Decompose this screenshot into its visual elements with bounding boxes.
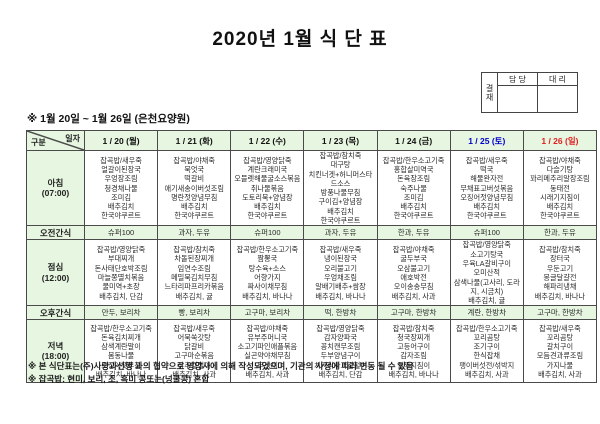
pm-snack-menu-cell: 만두, 보리차 xyxy=(83,305,159,321)
approval-col-damdang: 담 당 xyxy=(497,72,538,86)
corner-label-date: 일자 xyxy=(65,134,80,143)
footnote-1: ※ 본 식단표는(주)사랑과선행 과의 협약으로 영양사에 의해 작성되었으며,… xyxy=(28,361,414,371)
header-row: 일자 구분 1 / 20 (월) 1 / 21 (화) 1 / 22 (수) 1 / 23… xyxy=(26,130,598,151)
approval-sign-cell xyxy=(497,85,538,113)
day-header: 1 / 20 (월) xyxy=(83,130,159,151)
row-label-breakfast: 아침 (07:00) xyxy=(26,149,85,227)
page-title: 2020년 1월 식 단 표 xyxy=(212,29,388,50)
pm-snack-menu-cell: 빵, 보리차 xyxy=(157,305,232,321)
pm-snack-menu-cell: 계란, 한방차 xyxy=(449,305,524,321)
pm-snack-menu-cell: 떡, 한방차 xyxy=(303,305,378,321)
breakfast-menu-cell: 잡곡밥/영양닭죽 계란크래미국 오믈렛해물굴소스볶음 취나물볶음 도토리묵+양념장 배추김… xyxy=(230,149,305,227)
lunch-menu-cell: 잡곡밥/새우죽 냉이된장국 오리불고기 우엉채조림 알배기배추+쌈장 배추김치, 바나나 xyxy=(303,239,378,307)
lunch-menu-cell: 잡곡밥/한우소고기죽 짬뽕국 탕수육+소스 어향가지 짜사이채무침 배추김치, 바나나 xyxy=(230,239,305,307)
footnote-2: ※ 잡곡밥: 현미, 보리, 조, 흑미 콩또는(넝쿨콩) 혼합 xyxy=(28,373,210,384)
lunch-menu-cell: 잡곡밥/영양닭죽 소고기탕국 우육LA갈비구이 오미산적 삼색나물(고사리, 도라지, … xyxy=(449,239,524,307)
dinner-menu-cell: 잡곡밥/야채죽 유부주머니국 소고기파인애플볶음 실곤약야채무침 무생채 배추김치, 사과 xyxy=(230,319,305,384)
footnotes: ※ 본 식단표는(주)사랑과선행 과의 협약으로 영양사에 의해 작성되었으며,… xyxy=(28,360,414,385)
corner-label-category: 구분 xyxy=(31,138,46,147)
day-header: 1 / 23 (목) xyxy=(303,130,378,151)
am-snack-menu-cell: 슈퍼100 xyxy=(83,225,159,241)
pm-snack-menu-cell: 고구마, 한방차 xyxy=(522,305,598,321)
breakfast-menu-cell: 잡곡밥/야채죽 북엇국 떡갈비 애기새송이버섯조림 명란젓양념무침 배추김치 한국야쿠르트 xyxy=(157,149,232,227)
corner-cell: 일자 구분 xyxy=(26,130,85,151)
row-am-snack: 오전간식 슈퍼100 과자, 두유 슈퍼100 과자, 두유 한과, 두유 슈퍼100 한과,… xyxy=(26,225,598,241)
day-header: 1 / 24 (금) xyxy=(376,130,451,151)
lunch-menu-cell: 잡곡밥/야채죽 굴두부국 오삼불고기 애호박전 오이송송무침 배추김치, 사과 xyxy=(376,239,451,307)
dinner-menu-cell: 잡곡밥/영양닭죽 감자양파국 꽁치캔무조림 두부양념구이 치커리사과겉절이 배추김치, 단… xyxy=(303,319,378,384)
row-label-am-snack: 오전간식 xyxy=(26,225,85,241)
menu-table: 일자 구분 1 / 20 (월) 1 / 21 (화) 1 / 22 (수) 1 / 23… xyxy=(26,130,598,384)
breakfast-menu-cell: 잡곡밥/한우소고기죽 홍합살미역국 돈육장조림 숙주나물 조미김 배추김치 한국야쿠르트 xyxy=(376,149,451,227)
breakfast-menu-cell: 잡곡밥/새우죽 얼갈이된장국 우엉장조림 청경채나물 조미김 배추김치 한국야쿠르트 xyxy=(83,149,159,227)
row-pm-snack: 오후간식 만두, 보리차 빵, 보리차 고구마, 보리차 떡, 한방차 고구마, 한방차 계… xyxy=(26,305,598,321)
am-snack-menu-cell: 과자, 두유 xyxy=(157,225,232,241)
row-label-dinner: 저녁 (18:00) xyxy=(26,319,85,384)
am-snack-menu-cell: 한과, 두유 xyxy=(376,225,451,241)
approval-sign-cell xyxy=(537,85,578,113)
row-label-pm-snack: 오후간식 xyxy=(26,305,85,321)
row-dinner: 저녁 (18:00) 잡곡밥/한우소고기죽 돈육김치찌개 삼색계란말이 봄동나물 오징어젓무… xyxy=(26,319,598,384)
am-snack-menu-cell: 한과, 두유 xyxy=(522,225,598,241)
pm-snack-menu-cell: 고구마, 보리차 xyxy=(230,305,305,321)
row-breakfast: 아침 (07:00) 잡곡밥/새우죽 얼갈이된장국 우엉장조림 청경채나물 조미김 배추김치 한… xyxy=(26,149,598,227)
approval-col-daeri: 대 리 xyxy=(537,72,578,86)
am-snack-menu-cell: 슈퍼100 xyxy=(449,225,524,241)
breakfast-menu-cell: 잡곡밥/야채죽 다슬기탕 꽈리메추리알장조림 동태전 시래기지짐이 배추김치 한국야쿠르트 xyxy=(522,149,598,227)
week-range-subtitle: ※ 1월 20일 ~ 1월 26일 (은천요양원) xyxy=(27,113,190,125)
day-header: 1 / 22 (수) xyxy=(230,130,305,151)
dinner-menu-cell: 잡곡밥/한우소고기죽 꼬리곰탕 조기구이 한식잡채 팽이버섯전/섞박지 배추김치, 사과 xyxy=(449,319,524,384)
pm-snack-menu-cell: 고구마, 한방차 xyxy=(376,305,451,321)
breakfast-menu-cell: 잡곡밥/새우죽 떡국 해물완자전 무채표고버섯볶음 오징어젓양념무침 배추김치 한국야쿠르트 xyxy=(449,149,524,227)
day-header: 1 / 25 (토) xyxy=(449,130,524,151)
day-header: 1 / 26 (일) xyxy=(522,130,598,151)
lunch-menu-cell: 잡곡밥/참치죽 차돌된장찌개 임연수조림 메밀묵김치무침 느타리파프리카볶음 배추김치, … xyxy=(157,239,232,307)
day-header: 1 / 21 (화) xyxy=(157,130,232,151)
lunch-menu-cell: 잡곡밥/참치죽 장터국 우둔고기 몽글달걀전 해파리냉채 배추김치, 바나나 xyxy=(522,239,598,307)
row-lunch: 점심 (12:00) 잡곡밥/영양닭죽 부대찌개 돈사태단호박조림 마늘쫑멸치볶음 물미역+… xyxy=(26,239,598,307)
row-label-lunch: 점심 (12:00) xyxy=(26,239,85,307)
am-snack-menu-cell: 과자, 두유 xyxy=(303,225,378,241)
dinner-menu-cell: 잡곡밥/참치죽 청국장찌개 고등어구이 감자조림 열무지짐이 배추김치, 바나나 xyxy=(376,319,451,384)
lunch-menu-cell: 잡곡밥/영양닭죽 부대찌개 돈사태단호박조림 마늘쫑멸치볶음 물미역+초장 배추김치, 단… xyxy=(83,239,159,307)
breakfast-menu-cell: 잡곡밥/참치죽 대구탕 치킨너겟+허니머스타드소스 방풍나물무침 구이김+양념장 배추김치… xyxy=(303,149,378,227)
dinner-menu-cell: 잡곡밥/새우죽 꼬리곰탕 갈치구이 모듬견과류조림 가지나물 배추김치, 사과 xyxy=(522,319,598,384)
diagonal-divider xyxy=(27,131,84,150)
am-snack-menu-cell: 슈퍼100 xyxy=(230,225,305,241)
